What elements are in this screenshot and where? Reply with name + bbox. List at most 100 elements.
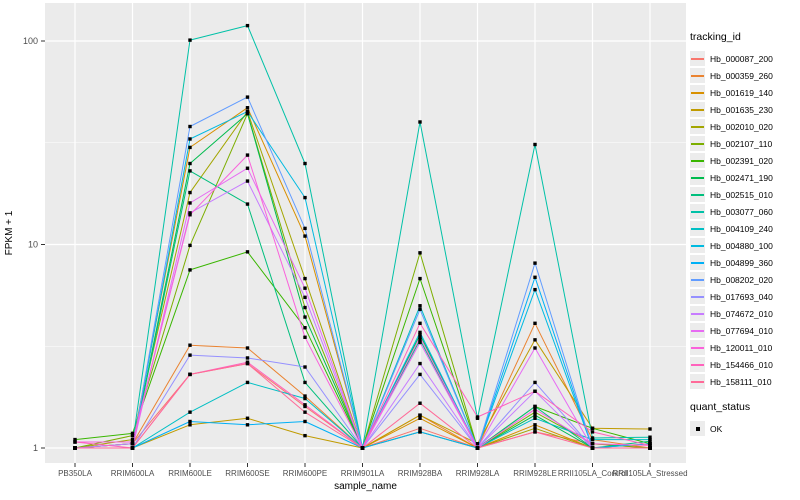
legend-key-swatch <box>690 323 705 338</box>
x-tick-label: RRIM600SE <box>225 469 269 478</box>
legend-key-swatch <box>690 119 705 134</box>
data-point <box>245 346 250 350</box>
legend-key-swatch <box>690 153 705 168</box>
legend-key-swatch <box>690 272 705 287</box>
legend-key-line-icon <box>691 125 704 128</box>
legend-item-Hb_004880_100: Hb_004880_100 <box>690 237 800 254</box>
data-point <box>303 315 307 319</box>
x-tick-label: PB350LA <box>58 469 92 478</box>
data-point <box>418 416 422 420</box>
legend-item-label: Hb_002391_020 <box>710 155 773 166</box>
data-point <box>418 321 422 325</box>
legend-item-Hb_003077_060: Hb_003077_060 <box>690 203 800 220</box>
data-point <box>245 202 250 206</box>
data-point <box>188 211 192 215</box>
data-point <box>418 330 422 335</box>
data-point <box>648 437 652 442</box>
data-point <box>303 419 307 424</box>
data-point <box>188 372 192 377</box>
data-point <box>418 430 422 434</box>
data-point <box>130 440 135 444</box>
data-point <box>303 226 307 231</box>
data-point <box>245 416 250 420</box>
legend-key-line-icon <box>691 227 704 230</box>
legend-key-line-icon <box>691 380 704 383</box>
legend-key-swatch <box>690 255 705 270</box>
legend-key-swatch <box>690 221 705 236</box>
legend-key-swatch <box>690 85 705 100</box>
legend-item-label: Hb_000087_200 <box>710 53 773 64</box>
data-point <box>188 161 192 166</box>
legend-item-label: Hb_002515_010 <box>710 189 773 200</box>
data-point <box>303 326 307 330</box>
legend-key-swatch <box>690 340 705 355</box>
legend-item-label: Hb_004880_100 <box>710 240 773 251</box>
legend-key-swatch <box>690 289 705 304</box>
data-point <box>533 321 537 325</box>
legend-item-label: Hb_001635_230 <box>710 104 773 115</box>
data-point <box>245 423 250 427</box>
legend-key-line-icon <box>691 159 704 162</box>
x-tick-label: RRIM928LA <box>456 469 500 478</box>
data-point <box>73 437 77 442</box>
data-point <box>188 169 192 173</box>
legend-item-label: Hb_074672_010 <box>710 308 773 319</box>
legend-item-Hb_004899_360: Hb_004899_360 <box>690 254 800 271</box>
data-point <box>188 419 192 424</box>
data-point <box>73 446 77 450</box>
data-point <box>245 166 250 170</box>
legend-key-line-icon <box>691 363 704 366</box>
data-point <box>188 145 192 150</box>
legend-item-label: Hb_000359_260 <box>710 70 773 81</box>
legend-item-Hb_158111_010: Hb_158111_010 <box>690 373 800 390</box>
data-point <box>188 343 192 347</box>
data-point <box>418 338 422 342</box>
data-point <box>245 179 250 183</box>
legend-key-swatch <box>690 374 705 389</box>
legend-title-tracking-id: tracking_id <box>690 31 741 43</box>
data-point <box>418 372 422 377</box>
black-square-marker-icon <box>695 426 700 431</box>
x-tick-label: RRIM600LA <box>111 469 155 478</box>
data-point <box>533 423 537 427</box>
legend-items-tracking-id: Hb_000087_200 Hb_000359_260 Hb_001619_140 H… <box>690 50 800 390</box>
y-axis-title: FPKM + 1 <box>4 210 15 255</box>
data-point <box>533 338 537 342</box>
legend-item-Hb_004109_240: Hb_004109_240 <box>690 220 800 237</box>
data-point <box>303 161 307 166</box>
legend-key-swatch <box>690 68 705 83</box>
legend-item-label: Hb_001619_140 <box>710 87 773 98</box>
data-point <box>303 234 307 238</box>
legend-key-line-icon <box>691 312 704 315</box>
x-tick-label: RRIM901LA <box>341 469 385 478</box>
x-tick-label: RRII105LA_Control <box>558 469 628 478</box>
legend-key-line-icon <box>691 176 704 179</box>
legend-item-label: Hb_120011_010 <box>710 342 773 353</box>
data-point <box>418 361 422 366</box>
data-point <box>418 120 422 124</box>
legend-item-quant-OK: OK <box>690 420 800 437</box>
legend-title-quant-status: quant_status <box>690 401 751 413</box>
x-tick-label: RRIM928LE <box>513 469 557 478</box>
legend-item-Hb_001619_140: Hb_001619_140 <box>690 84 800 101</box>
data-point <box>303 396 307 401</box>
data-point <box>590 426 595 430</box>
legend-item-label: OK <box>710 423 723 434</box>
y-tick-label: 10 <box>28 240 38 250</box>
data-point <box>188 190 192 195</box>
data-point <box>360 446 365 450</box>
data-point <box>590 430 595 434</box>
data-point <box>245 250 250 254</box>
plot-area: 1 10 100 PB350LA RRIM600LA RRIM600LE RRIM600SE… <box>4 3 688 492</box>
legend-item-Hb_002471_190: Hb_002471_190 <box>690 169 800 186</box>
data-point <box>418 333 422 337</box>
data-point <box>590 441 595 446</box>
data-point <box>303 335 307 339</box>
data-point <box>648 446 652 450</box>
data-point <box>303 433 307 438</box>
legend-item-label: Hb_004899_360 <box>710 257 773 268</box>
data-point <box>188 353 192 357</box>
y-tick-label: 1 <box>33 443 38 453</box>
data-point <box>648 427 652 431</box>
